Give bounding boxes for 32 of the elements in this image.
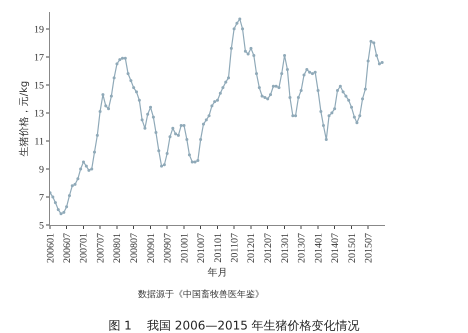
- y-tick-label: 19: [34, 24, 44, 36]
- x-tick-label: 200901: [146, 233, 157, 263]
- x-tick-label: 201301: [280, 233, 291, 263]
- x-tick-label: 201101: [212, 233, 224, 263]
- y-tick-label: 9: [39, 164, 44, 176]
- x-tick-label: 200801: [112, 233, 124, 263]
- y-axis-title: 生猪价格，元/kg: [18, 80, 30, 156]
- x-tick-label: 201307: [296, 233, 308, 263]
- x-tick-label: 201207: [262, 233, 274, 263]
- x-tick-label: 200601: [45, 233, 56, 263]
- x-tick-label: 201107: [229, 233, 240, 263]
- x-tick-label: 200907: [162, 233, 174, 263]
- x-tick-label: 200707: [95, 233, 106, 263]
- x-tick-label: 201001: [179, 233, 190, 263]
- y-tick-label: 15: [34, 80, 44, 92]
- x-tick-label: 201507: [363, 233, 374, 263]
- y-tick-label: 17: [34, 52, 44, 64]
- x-tick-label: 201407: [330, 233, 341, 263]
- x-tick-label: 201201: [246, 233, 258, 263]
- x-tick-label: 201501: [346, 233, 358, 263]
- x-tick-label: 201007: [196, 233, 207, 263]
- x-tick-label: 200701: [78, 233, 90, 263]
- text: 数据源于《中国畜牧兽医年鉴》: [138, 289, 264, 300]
- y-tick-label: 13: [34, 108, 44, 120]
- text: 图 1 我国 2006—2015 年生猪价格变化情况: [108, 318, 360, 333]
- y-tick-label: 5: [39, 220, 44, 232]
- x-axis-title: 年月: [208, 266, 228, 278]
- x-tick-label: 201401: [313, 233, 324, 263]
- x-tick-label: 200607: [62, 233, 73, 263]
- y-tick-label: 11: [34, 136, 44, 148]
- y-tick-label: 7: [39, 192, 44, 204]
- x-tick-label: 200807: [128, 233, 140, 263]
